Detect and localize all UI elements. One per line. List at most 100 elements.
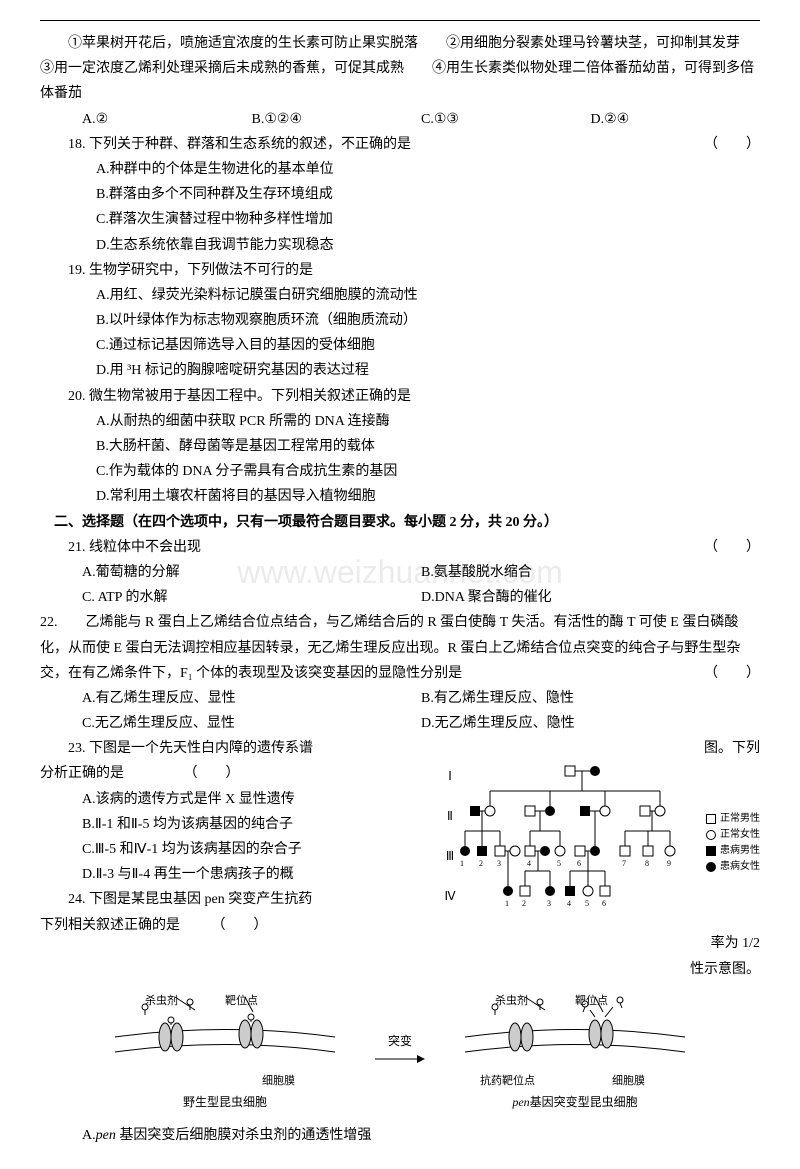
q23-right: 图。下列 Ⅰ Ⅱ Ⅲ Ⅳ: [440, 736, 760, 982]
q21-opt-d: D.DNA 聚合酶的催化: [421, 585, 760, 610]
q24-paren: （ ）: [212, 918, 268, 933]
svg-text:4: 4: [567, 899, 571, 908]
legend-label: 正常女性: [720, 827, 760, 843]
q21-row2: C. ATP 的水解 D.DNA 聚合酶的催化: [40, 585, 760, 610]
insecticide-label-2: 杀虫剂: [495, 992, 528, 1012]
q23-opt-c: C.Ⅲ-5 和Ⅳ-1 均为该病基因的杂合子: [40, 837, 430, 862]
q18-stem: 18. 下列关于种群、群落和生态系统的叙述，不正确的是 （ ）: [40, 132, 760, 157]
q23-opt-d: D.Ⅱ-3 与Ⅱ-4 再生一个患病孩子的概: [40, 862, 430, 887]
square-open-icon: [706, 814, 716, 824]
wild-caption: 野生型昆虫细胞: [115, 1092, 335, 1114]
q19-opt-c: C.通过标记基因筛选导入目的基因的受体细胞: [40, 333, 760, 358]
section2-header: 二、选择题（在四个选项中，只有一项最符合题目要求。每小题 2 分，共 20 分。…: [40, 510, 760, 535]
mutant-caption-text: 基因突变型昆虫细胞: [530, 1095, 638, 1109]
pedigree-diagram: Ⅰ Ⅱ Ⅲ Ⅳ: [440, 761, 760, 931]
q20-opt-c: C.作为载体的 DNA 分子需具有合成抗生素的基因: [40, 459, 760, 484]
q22-text: 22. 乙烯能与 R 蛋白上乙烯结合位点结合，与乙烯结合后的 R 蛋白使酶 T …: [40, 615, 740, 680]
top-rule: [40, 20, 760, 21]
q21-opt-a: A.葡萄糖的分解: [82, 560, 421, 585]
q18-paren: （ ）: [676, 132, 760, 157]
gen-1: Ⅰ: [440, 766, 460, 788]
svg-text:3: 3: [497, 859, 501, 868]
q22-paren: （ ）: [704, 661, 760, 686]
q23-opt-a: A.该病的遗传方式是伴 X 显性遗传: [40, 787, 430, 812]
pedigree-legend: 正常男性 正常女性 患病男性 患病女性: [706, 811, 760, 875]
q21-paren: （ ）: [676, 535, 760, 560]
q23-text: 23. 下图是一个先天性白内障的遗传系谱: [68, 741, 313, 756]
pen-italic: pen: [512, 1095, 529, 1109]
q18-text: 18. 下列关于种群、群落和生态系统的叙述，不正确的是: [68, 137, 411, 152]
svg-text:5: 5: [557, 859, 561, 868]
q21-row1: A.葡萄糖的分解 B.氨基酸脱水缩合: [40, 560, 760, 585]
q24-text: 24. 下图是某昆虫基因 pen 突变产生抗药: [68, 892, 312, 907]
q22-row2: C.无乙烯生理反应、显性 D.无乙烯生理反应、隐性: [40, 711, 760, 736]
q24-stem: 24. 下图是某昆虫基因 pen 突变产生抗药: [40, 887, 430, 912]
q24-line2: 下列相关叙述正确的是 （ ）: [40, 913, 430, 938]
circle-open-icon: [706, 830, 716, 840]
q21-text: 21. 线粒体中不会出现: [68, 540, 201, 555]
svg-text:6: 6: [602, 899, 606, 908]
q20-opt-d: D.常利用土壤农杆菌将目的基因导入植物细胞: [40, 484, 760, 509]
svg-text:3: 3: [547, 899, 551, 908]
q23-stem: 23. 下图是一个先天性白内障的遗传系谱: [40, 736, 430, 761]
q19-stem: 19. 生物学研究中，下列做法不可行的是: [40, 258, 760, 283]
q23-tail-d: 率为 1/2: [440, 931, 760, 956]
legend-label: 患病女性: [720, 859, 760, 875]
legend-normal-male: 正常男性: [706, 811, 760, 827]
target-label: 靶位点: [225, 992, 258, 1012]
q23-line2-text: 分析正确的是: [40, 766, 124, 781]
svg-text:1: 1: [460, 859, 464, 868]
arrow-icon: [375, 1052, 425, 1067]
q20-stem: 20. 微生物常被用于基因工程中。下列相关叙述正确的是: [40, 384, 760, 409]
q21-opt-c: C. ATP 的水解: [82, 585, 421, 610]
choice-a: A.②: [82, 107, 252, 132]
svg-text:9: 9: [667, 859, 671, 868]
q18-opt-d: D.生态系统依靠自我调节能力实现稳态: [40, 233, 760, 258]
svg-text:1: 1: [505, 899, 509, 908]
choice-d: D.②④: [591, 107, 761, 132]
gen-3: Ⅲ: [440, 846, 460, 868]
mutation-arrow: 突变: [375, 1031, 425, 1075]
gen-2: Ⅱ: [440, 806, 460, 828]
q19-opt-b: B.以叶绿体作为标志物观察胞质环流（细胞质流动）: [40, 308, 760, 333]
q20-opt-a: A.从耐热的细菌中获取 PCR 所需的 DNA 连接酶: [40, 409, 760, 434]
drug-target-label: 抗药靶位点: [480, 1072, 535, 1092]
mutant-cell-diagram: 杀虫剂 靶位点 抗药靶位: [465, 992, 685, 1092]
svg-text:7: 7: [622, 859, 626, 868]
q23-paren: （ ）: [184, 766, 240, 781]
svg-text:6: 6: [577, 859, 581, 868]
legend-normal-female: 正常女性: [706, 827, 760, 843]
gen-4: Ⅳ: [440, 886, 460, 908]
q22-opt-c: C.无乙烯生理反应、显性: [82, 711, 421, 736]
svg-text:4: 4: [527, 859, 531, 868]
q24-opt-a: A.pen 基因突变后细胞膜对杀虫剂的通透性增强: [40, 1123, 760, 1148]
mutant-caption: pen基因突变型昆虫细胞: [465, 1092, 685, 1114]
q21-opt-b: B.氨基酸脱水缩合: [421, 560, 760, 585]
q18-opt-a: A.种群中的个体是生物进化的基本单位: [40, 157, 760, 182]
q23-stem-tail: 图。下列: [440, 736, 760, 761]
q18-opt-c: C.群落次生演替过程中物种多样性增加: [40, 207, 760, 232]
q18-opt-b: B.群落由多个不同种群及生存环境组成: [40, 182, 760, 207]
legend-label: 患病男性: [720, 843, 760, 859]
q21-stem: 21. 线粒体中不会出现 （ ）: [40, 535, 760, 560]
svg-text:8: 8: [645, 859, 649, 868]
square-fill-icon: [706, 846, 716, 856]
pedigree-svg: 1 2 3 4 5 6 7 8 9: [460, 761, 690, 921]
q20-opt-b: B.大肠杆菌、酵母菌等是基因工程常用的载体: [40, 434, 760, 459]
q24-figure: 杀虫剂 靶位点 细胞膜: [40, 992, 760, 1114]
insecticide-label: 杀虫剂: [145, 992, 178, 1012]
membrane-label: 细胞膜: [262, 1072, 295, 1092]
membrane-label-2: 细胞膜: [612, 1072, 645, 1092]
legend-affected-female: 患病女性: [706, 859, 760, 875]
legend-label: 正常男性: [720, 811, 760, 827]
intro-stem: ①苹果树开花后，喷施适宜浓度的生长素可防止果实脱落 ②用细胞分裂素处理马铃薯块茎…: [40, 31, 760, 107]
q19-opt-a: A.用红、绿荧光染料标记膜蛋白研究细胞膜的流动性: [40, 283, 760, 308]
arrow-label: 突变: [375, 1031, 425, 1053]
q23-left: 23. 下图是一个先天性白内障的遗传系谱 分析正确的是 （ ） A.该病的遗传方…: [40, 736, 430, 982]
choice-c: C.①③: [421, 107, 591, 132]
wild-cell-diagram: 杀虫剂 靶位点 细胞膜: [115, 992, 335, 1092]
q23-line2: 分析正确的是 （ ）: [40, 761, 430, 786]
q24-line2-text: 下列相关叙述正确的是: [40, 918, 180, 933]
mutant-cell: 杀虫剂 靶位点 抗药靶位: [465, 992, 685, 1114]
choice-b: B.①②④: [252, 107, 422, 132]
